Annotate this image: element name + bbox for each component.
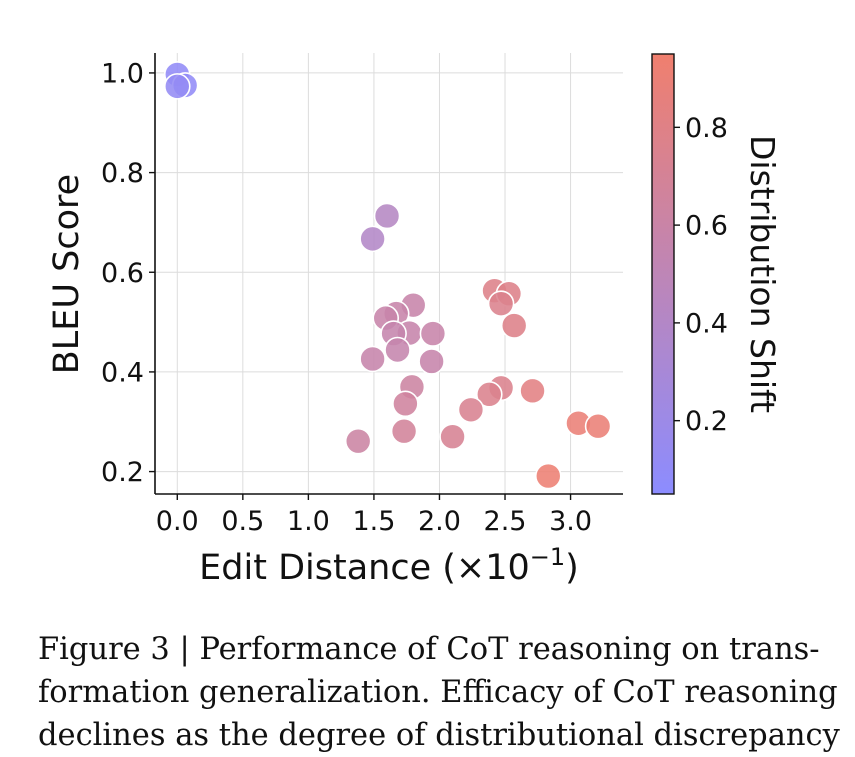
- y-axis-ticks: 0.2 0.4 0.6 0.8 1.0: [101, 58, 155, 488]
- data-point: [392, 390, 419, 418]
- y-tick-label: 0.4: [101, 357, 144, 388]
- data-point: [384, 336, 411, 364]
- data-point: [373, 202, 401, 230]
- y-tick-label: 1.0: [101, 58, 144, 89]
- y-tick-label: 0.8: [101, 158, 144, 189]
- x-axis-title: Edit Distance (×10−1): [199, 543, 579, 588]
- data-point: [487, 290, 515, 317]
- data-point: [439, 423, 466, 450]
- colorbar-ticks: 0.2 0.4 0.6 0.8: [674, 113, 728, 437]
- x-tick-label: 0.5: [221, 506, 264, 537]
- data-point: [359, 345, 386, 373]
- scatter-points: [163, 61, 612, 490]
- data-point: [519, 377, 546, 405]
- data-point: [534, 462, 562, 490]
- data-point: [418, 348, 445, 375]
- y-tick-label: 0.2: [101, 457, 144, 488]
- colorbar-title: Distribution Shift: [743, 135, 782, 413]
- data-point: [390, 417, 418, 445]
- figure-caption: Figure 3 | Performance of CoT reasoning …: [38, 628, 840, 757]
- x-tick-label: 2.0: [418, 506, 461, 537]
- x-tick-label: 2.5: [484, 506, 527, 537]
- x-axis-title-exponent: −1: [530, 543, 565, 571]
- data-point: [475, 381, 503, 408]
- x-tick-label: 1.0: [287, 506, 330, 537]
- x-axis-ticks: 0.0 0.5 1.0 1.5 2.0 2.5 3.0: [156, 494, 592, 537]
- data-point: [359, 225, 386, 253]
- caption-line: formation generalization. Efficacy of Co…: [38, 675, 838, 710]
- data-point: [500, 312, 528, 339]
- colorbar-tick-label: 0.6: [685, 211, 728, 242]
- scatter-figure: 0.0 0.5 1.0 1.5 2.0 2.5 3.0 0.2 0.4 0.6 0.8 1.0 Ed…: [47, 53, 782, 588]
- data-point: [457, 396, 485, 424]
- plot-grid: [155, 53, 623, 494]
- caption-line: Figure 3 | Performance of CoT reasoning …: [38, 632, 820, 667]
- x-tick-label: 3.0: [549, 506, 592, 537]
- x-tick-label: 1.5: [352, 506, 395, 537]
- caption-line: declines as the degree of distributional…: [38, 718, 840, 753]
- colorbar-tick-label: 0.8: [685, 113, 728, 144]
- plot-axes: [154, 53, 623, 495]
- y-axis-title: BLEU Score: [47, 174, 87, 374]
- data-point: [419, 320, 447, 347]
- colorbar-tick-label: 0.2: [685, 406, 728, 437]
- x-tick-label: 0.0: [156, 506, 199, 537]
- colorbar-tick-label: 0.4: [685, 308, 728, 339]
- data-point: [344, 427, 372, 455]
- colorbar: [651, 53, 675, 495]
- data-point: [163, 73, 191, 100]
- y-tick-label: 0.6: [101, 258, 144, 289]
- data-point: [584, 412, 612, 440]
